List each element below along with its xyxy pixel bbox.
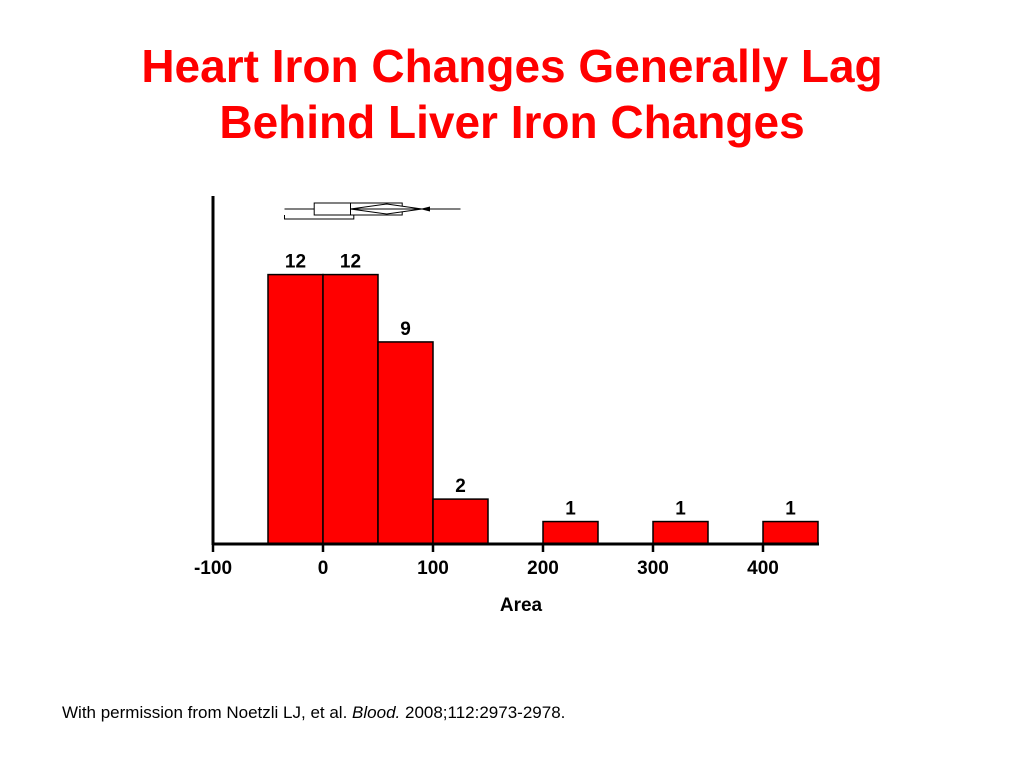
x-tick-label: 100 xyxy=(417,558,449,579)
slide-title: Heart Iron Changes Generally Lag Behind … xyxy=(0,38,1024,150)
bar-count-label: 12 xyxy=(285,252,306,273)
histogram-bars xyxy=(267,273,819,545)
bar-count-labels: 12 12 9 2 1 1 1 xyxy=(285,252,796,520)
bar-count-label: 12 xyxy=(340,252,361,273)
histogram-bar xyxy=(762,520,819,545)
box-plot-arrow xyxy=(420,206,430,212)
bar-count-label: 1 xyxy=(565,499,576,520)
histogram-bar xyxy=(432,498,489,545)
slide-title-line-1: Heart Iron Changes Generally Lag xyxy=(141,40,883,92)
shortest-half-bracket xyxy=(284,215,355,220)
x-tick-label: 0 xyxy=(318,558,329,579)
citation-journal: Blood. xyxy=(352,703,401,722)
x-axis-label: Area xyxy=(500,595,543,616)
x-tick-label: 200 xyxy=(527,558,559,579)
x-tick-labels: -100 0 100 200 300 400 xyxy=(194,558,779,579)
citation: With permission from Noetzli LJ, et al. … xyxy=(62,703,565,723)
histogram-bar xyxy=(542,520,599,545)
x-tick-label: 400 xyxy=(747,558,779,579)
bar-count-label: 9 xyxy=(400,319,411,340)
histogram-bar xyxy=(377,341,434,545)
citation-prefix: With permission from Noetzli LJ, et al. xyxy=(62,703,348,722)
citation-suffix: 2008;112:2973-2978. xyxy=(404,703,566,722)
histogram-bar xyxy=(267,273,324,545)
histogram-bar xyxy=(652,520,709,545)
bar-count-label: 1 xyxy=(675,499,686,520)
bar-count-label: 1 xyxy=(785,499,796,520)
chart-axes xyxy=(211,196,819,552)
x-tick-label: -100 xyxy=(194,558,232,579)
x-tick-label: 300 xyxy=(637,558,669,579)
histogram-bar xyxy=(322,273,379,545)
slide-title-line-2: Behind Liver Iron Changes xyxy=(219,96,805,148)
bar-count-label: 2 xyxy=(455,476,466,497)
outlier-box-plot xyxy=(284,202,461,220)
